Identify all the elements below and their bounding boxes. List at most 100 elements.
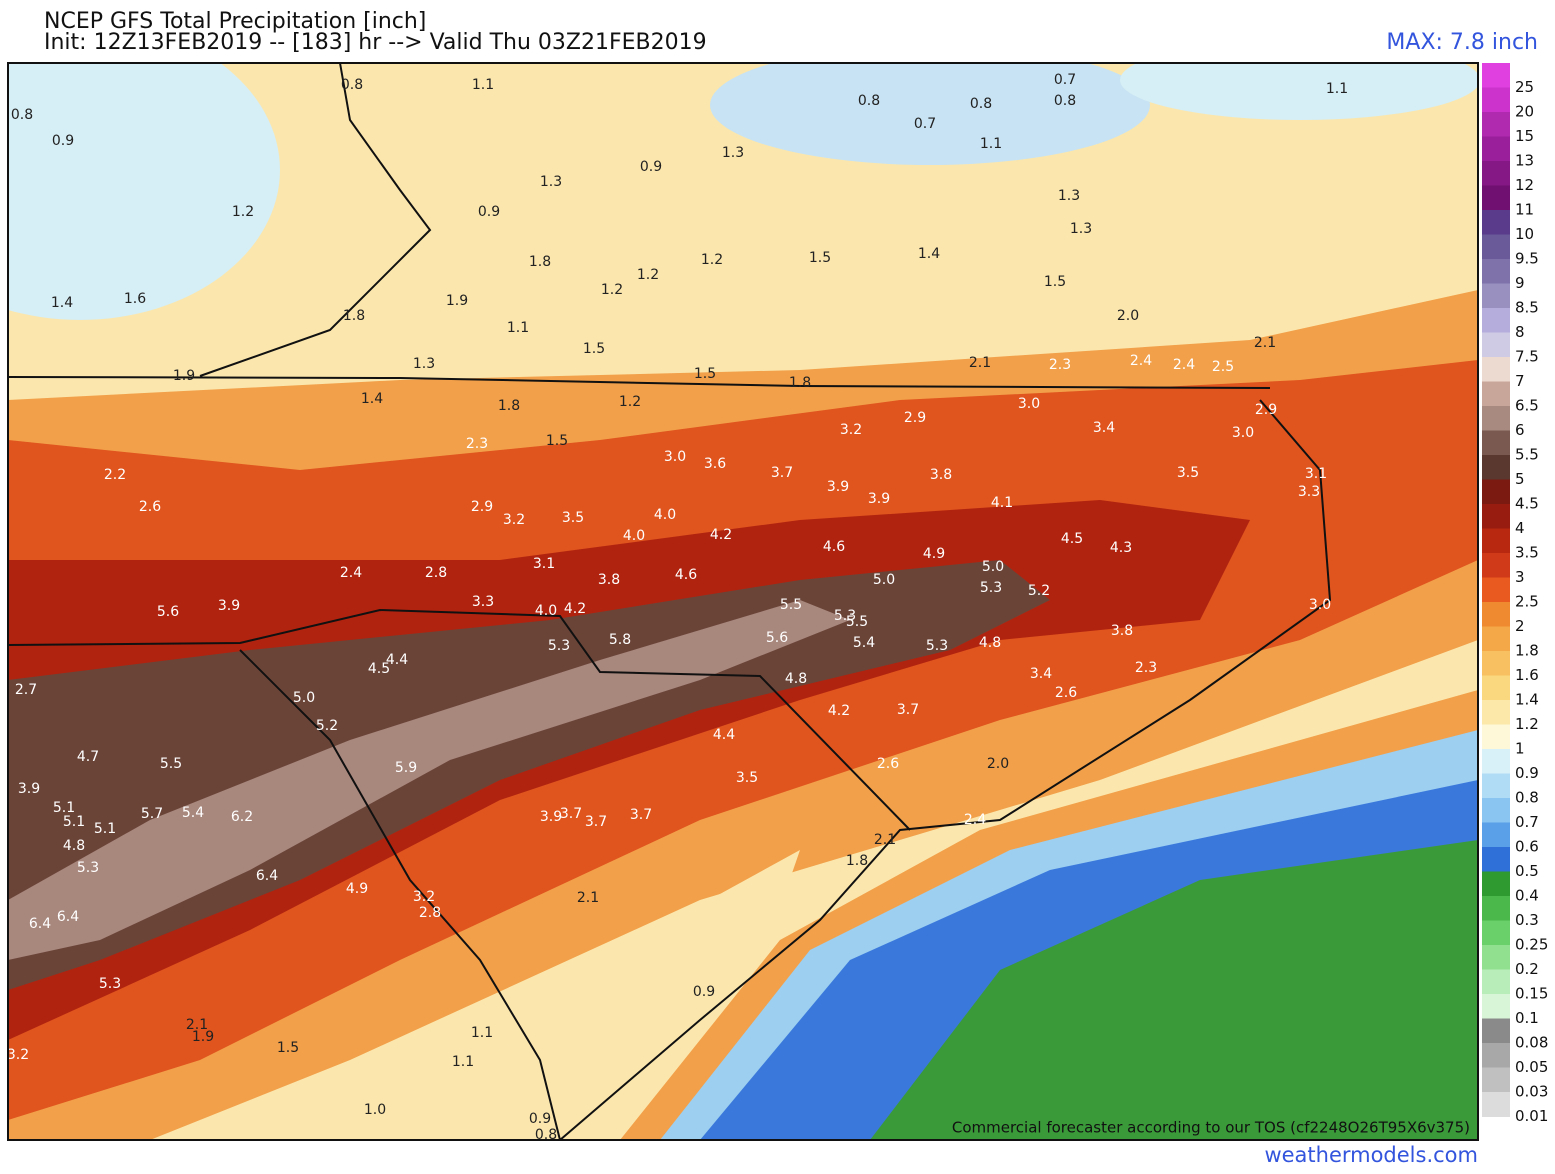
map-value-label: 5.3 xyxy=(77,860,99,876)
map-value-label: 1.9 xyxy=(446,293,468,309)
colorbar-swatch xyxy=(1482,479,1510,505)
colorbar-label: 0.15 xyxy=(1515,985,1548,1003)
map-value-label: 0.9 xyxy=(529,1111,551,1127)
colorbar-swatch xyxy=(1482,430,1510,456)
colorbar-swatch xyxy=(1482,136,1510,162)
colorbar-swatch xyxy=(1482,308,1510,333)
colorbar-label: 0.7 xyxy=(1515,813,1539,831)
colorbar-label: 1.2 xyxy=(1515,715,1539,733)
map-value-label: 1.1 xyxy=(980,136,1002,152)
map-value-label: 1.5 xyxy=(277,1040,299,1056)
map-value-label: 3.7 xyxy=(585,814,607,830)
map-value-label: 1.1 xyxy=(471,1025,493,1041)
colorbar-swatch xyxy=(1482,700,1510,725)
colorbar-swatch xyxy=(1482,332,1510,358)
map-value-label: 6.4 xyxy=(256,868,278,884)
colorbar-swatch xyxy=(1482,773,1510,799)
map-value-label: 4.3 xyxy=(1110,540,1132,556)
map-value-label: 1.1 xyxy=(472,77,494,93)
max-label: MAX: 7.8 inch xyxy=(1386,30,1538,55)
colorbar-swatch xyxy=(1482,259,1510,284)
map-value-label: 4.2 xyxy=(710,527,732,543)
map-value-label: 2.1 xyxy=(1254,335,1276,351)
colorbar-label: 1 xyxy=(1515,740,1525,758)
map-value-label: 4.8 xyxy=(979,635,1001,651)
map-value-label: 1.9 xyxy=(192,1029,214,1045)
colorbar-label: 10 xyxy=(1515,225,1534,243)
colorbar-swatch xyxy=(1482,112,1510,137)
map-value-label: 0.7 xyxy=(1054,72,1076,88)
map-value-label: 2.9 xyxy=(904,410,926,426)
map-value-label: 4.8 xyxy=(785,671,807,687)
map-value-label: 4.8 xyxy=(63,838,85,854)
colorbar-label: 5 xyxy=(1515,470,1525,488)
colorbar-swatch xyxy=(1482,406,1510,431)
map-value-label: 1.1 xyxy=(452,1054,474,1070)
map-value-label: 1.3 xyxy=(413,356,435,372)
map-value-label: 5.1 xyxy=(53,800,75,816)
colorbar-swatch xyxy=(1482,185,1510,211)
map-value-label: 1.2 xyxy=(637,267,659,283)
map-value-label: 4.5 xyxy=(368,661,390,677)
colorbar-swatch xyxy=(1482,63,1510,88)
map-value-label: 3.5 xyxy=(1177,465,1199,481)
colorbar-label: 15 xyxy=(1515,127,1534,145)
map-value-label: 5.0 xyxy=(873,572,895,588)
map-value-label: 3.6 xyxy=(704,456,726,472)
map-value-label: 3.7 xyxy=(560,806,582,822)
map-value-label: 5.6 xyxy=(766,630,788,646)
map-value-label: 3.1 xyxy=(1305,466,1327,482)
colorbar-label: 0.03 xyxy=(1515,1083,1548,1101)
map-value-label: 3.9 xyxy=(18,781,40,797)
colorbar-label: 5.5 xyxy=(1515,446,1539,464)
colorbar-label: 20 xyxy=(1515,103,1534,121)
map-value-label: 3.9 xyxy=(868,491,890,507)
colorbar-swatch xyxy=(1482,553,1510,578)
map-value-label: 3.9 xyxy=(540,809,562,825)
map-value-label: 2.4 xyxy=(1130,353,1152,369)
map-value-label: 4.4 xyxy=(386,652,408,668)
map-value-label: 3.8 xyxy=(598,572,620,588)
map-value-label: 1.2 xyxy=(232,204,254,220)
colorbar-label: 0.4 xyxy=(1515,887,1539,905)
map-value-label: 3.2 xyxy=(503,512,525,528)
map-value-label: 3.0 xyxy=(1018,396,1040,412)
colorbar-swatch xyxy=(1482,1067,1510,1093)
map-value-label: 5.0 xyxy=(293,690,315,706)
map-value-label: 5.9 xyxy=(395,760,417,776)
colorbar-swatch xyxy=(1482,455,1510,480)
map-value-label: 0.8 xyxy=(970,96,992,112)
map-value-label: 3.0 xyxy=(1232,425,1254,441)
colorbar-label: 7 xyxy=(1515,372,1525,390)
map-value-label: 1.3 xyxy=(1058,188,1080,204)
map-value-label: 3.2 xyxy=(413,889,435,905)
colorbar-label: 12 xyxy=(1515,176,1534,194)
map-value-label: 1.3 xyxy=(1070,221,1092,237)
map-value-label: 1.6 xyxy=(124,291,146,307)
map-value-label: 4.9 xyxy=(923,546,945,562)
map-value-label: 5.5 xyxy=(160,756,182,772)
map-value-label: 1.8 xyxy=(846,853,868,869)
map-value-label: 0.9 xyxy=(640,159,662,175)
map-value-label: 5.1 xyxy=(94,821,116,837)
colorbar-label: 1.8 xyxy=(1515,642,1539,660)
map-value-label: 2.0 xyxy=(987,756,1009,772)
colorbar-label: 1.4 xyxy=(1515,691,1539,709)
map-value-label: 5.3 xyxy=(926,638,948,654)
colorbar: 252015131211109.598.587.576.565.554.543.… xyxy=(1482,63,1548,1125)
colorbar-swatch xyxy=(1482,847,1510,872)
subtitle: Init: 12Z13FEB2019 -- [183] hr --> Valid… xyxy=(44,30,707,55)
colorbar-label: 6 xyxy=(1515,421,1525,439)
map-value-label: 2.1 xyxy=(969,355,991,371)
map-value-label: 0.8 xyxy=(1054,93,1076,109)
map-value-label: 2.9 xyxy=(1255,402,1277,418)
map-value-label: 2.8 xyxy=(419,905,441,921)
map-value-label: 3.5 xyxy=(562,510,584,526)
map-value-label: 3.9 xyxy=(827,479,849,495)
colorbar-label: 0.2 xyxy=(1515,960,1539,978)
map-value-label: 3.1 xyxy=(533,556,555,572)
colorbar-label: 0.9 xyxy=(1515,764,1539,782)
map-value-label: 4.2 xyxy=(564,601,586,617)
map-value-label: 3.9 xyxy=(218,598,240,614)
